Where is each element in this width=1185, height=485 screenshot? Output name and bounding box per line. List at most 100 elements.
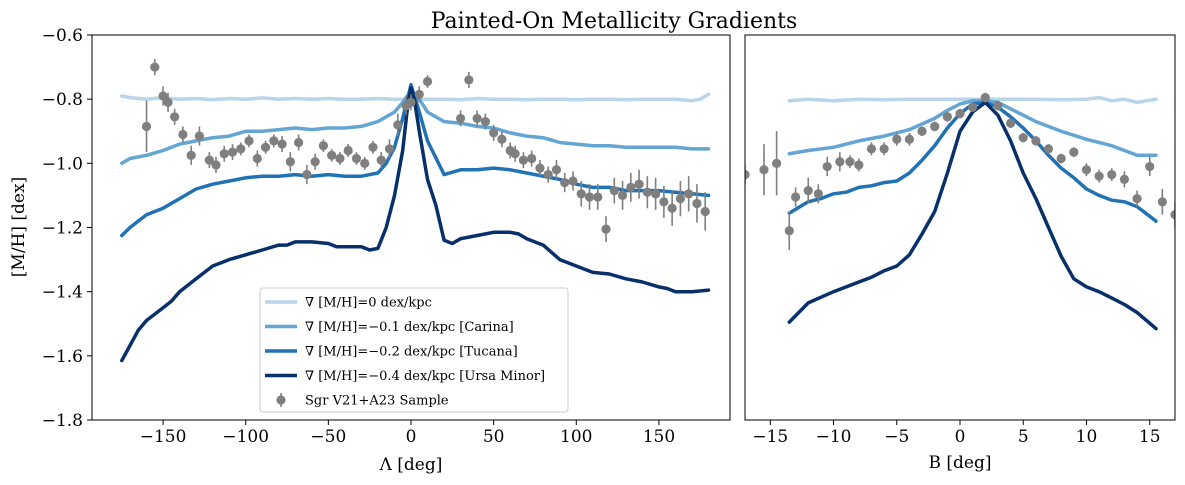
- lambda-data-point: [343, 145, 353, 156]
- lambda-data-point: [659, 197, 669, 207]
- beta-scatter-group: [745, 92, 1175, 250]
- lambda-data-point: [518, 155, 528, 165]
- lambda-data-point: [318, 141, 328, 151]
- lambda-data-point: [302, 169, 312, 180]
- lambda-data-point: [497, 134, 507, 144]
- lambda-data-point: [186, 150, 196, 160]
- beta-x-tick-label: −5: [884, 427, 909, 447]
- lambda-data-point: [464, 75, 474, 85]
- lambda-data-point: [310, 157, 320, 167]
- lambda-x-axis-label: Λ [deg]: [379, 455, 443, 475]
- lambda-data-point: [236, 144, 246, 154]
- lambda-y-ticks: −1.8 −1.6 −1.4 −1.2 −1.0 −0.8 −0.6: [42, 26, 92, 431]
- lambda-x-tick-label: 100: [560, 427, 592, 447]
- lambda-data-point: [170, 112, 180, 122]
- lambda-data-point: [414, 89, 424, 99]
- beta-data-point: [803, 186, 813, 196]
- lambda-data-point: [626, 182, 636, 192]
- beta-data-point: [822, 161, 832, 172]
- lambda-data-point: [617, 190, 628, 201]
- lambda-data-point: [422, 76, 433, 87]
- lambda-data-point: [543, 169, 553, 180]
- lambda-data-point: [642, 187, 652, 197]
- beta-x-tick-label: 5: [1018, 427, 1029, 447]
- legend-entry-label: ∇ [M/H]=−0.2 dex/kpc [Tucana]: [305, 345, 518, 360]
- lambda-data-point: [535, 163, 545, 173]
- lambda-data-point: [651, 189, 661, 199]
- lambda-x-tick-label: 0: [406, 427, 417, 447]
- beta-data-point: [790, 192, 801, 202]
- lambda-data-point: [667, 203, 677, 213]
- lambda-data-point: [294, 137, 304, 148]
- lambda-data-point: [568, 176, 578, 186]
- beta-data-point: [1094, 171, 1104, 181]
- beta-data-point: [1056, 153, 1066, 164]
- lambda-data-point: [406, 97, 416, 107]
- beta-data-point: [1081, 165, 1092, 175]
- beta-x-axis-label: B [deg]: [929, 453, 992, 473]
- lambda-data-point: [360, 158, 370, 168]
- beta-data-point: [955, 109, 965, 119]
- lambda-data-point: [384, 144, 395, 154]
- y-axis-label: [M/H] [dex]: [9, 177, 29, 277]
- beta-data-point: [835, 157, 845, 167]
- lambda-data-point: [163, 97, 173, 107]
- beta-x-tick-label: 0: [955, 427, 966, 447]
- beta-data-point: [784, 226, 794, 236]
- lambda-data-point: [141, 121, 152, 132]
- lambda-x-tick-label: 50: [483, 427, 505, 447]
- beta-data-point: [993, 100, 1003, 111]
- lambda-data-point: [277, 139, 287, 149]
- beta-x-ticks: −15 −10 −5 0 5 10 15: [752, 420, 1161, 447]
- beta-data-point: [1132, 194, 1142, 204]
- lambda-data-point: [489, 128, 499, 138]
- beta-data-point: [1043, 144, 1054, 154]
- lambda-data-point: [675, 194, 686, 204]
- beta-data-point: [1170, 210, 1175, 220]
- beta-series-line-3: [787, 100, 1158, 331]
- lambda-data-point: [480, 117, 490, 127]
- lambda-data-point: [335, 153, 345, 164]
- lambda-x-ticks: −150 −100 −50 0 50 100 150: [140, 420, 675, 447]
- beta-plot-frame: [744, 34, 1176, 421]
- lambda-data-point: [211, 160, 221, 170]
- beta-data-point: [942, 112, 952, 122]
- lambda-data-point: [692, 198, 702, 209]
- legend-entry-label: ∇ [M/H]=−0.4 dex/kpc [Ursa Minor]: [305, 369, 545, 384]
- beta-data-point: [892, 134, 902, 144]
- lambda-data-point: [560, 177, 570, 188]
- beta-x-tick-label: −15: [752, 427, 788, 447]
- y-tick-label: −0.6: [42, 26, 83, 46]
- beta-x-tick-label: 10: [1076, 427, 1098, 447]
- beta-series-group: [787, 95, 1158, 331]
- beta-data-point: [879, 144, 889, 154]
- lambda-data-point: [260, 142, 271, 152]
- beta-data-point: [866, 144, 877, 154]
- lambda-data-point: [204, 155, 214, 165]
- lambda-data-point: [252, 153, 262, 164]
- y-tick-label: −0.8: [42, 90, 83, 110]
- beta-data-point: [1018, 133, 1028, 143]
- beta-data-point: [745, 169, 750, 180]
- lambda-data-point: [455, 113, 466, 124]
- lambda-data-point: [700, 206, 710, 217]
- lambda-data-point: [634, 179, 644, 189]
- beta-series-line-1: [787, 99, 1158, 158]
- beta-data-point: [1119, 174, 1130, 184]
- lambda-data-point: [285, 157, 295, 167]
- lambda-data-point: [684, 189, 694, 199]
- beta-data-point: [759, 165, 769, 175]
- beta-data-point: [1157, 197, 1167, 207]
- legend: ∇ [M/H]=0 dex/kpc ∇ [M/H]=−0.1 dex/kpc [C…: [259, 287, 569, 413]
- beta-data-point: [1145, 161, 1155, 172]
- legend-entry-label: ∇ [M/H]=−0.1 dex/kpc [Carina]: [305, 320, 514, 335]
- beta-data-point: [1069, 147, 1079, 157]
- lambda-data-point: [576, 189, 586, 199]
- lambda-data-point: [510, 149, 520, 159]
- beta-data-point: [980, 92, 990, 103]
- lambda-data-point: [244, 136, 254, 146]
- y-tick-label: −1.2: [42, 219, 83, 239]
- beta-data-point: [1031, 136, 1041, 146]
- lambda-data-point: [393, 120, 403, 130]
